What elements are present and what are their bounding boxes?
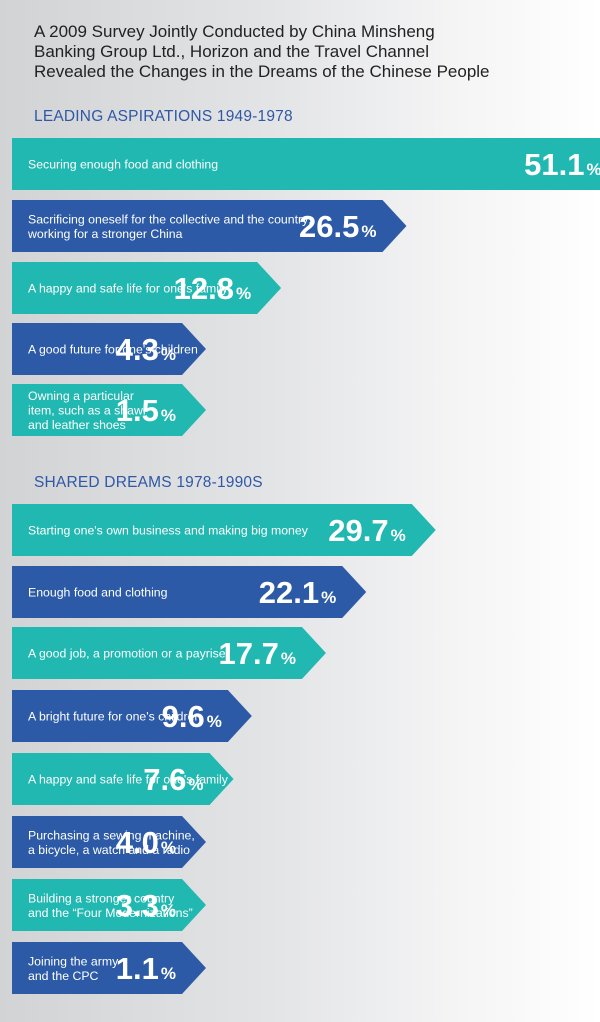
bar: [12, 879, 206, 931]
bar: [12, 138, 600, 190]
bar: [12, 942, 206, 994]
chart-section-1: Securing enough food and clothing 51.1% Sa…: [12, 138, 600, 436]
bar: [12, 262, 282, 314]
value-label: 22.1%: [259, 575, 336, 610]
value-number: 1.1: [116, 951, 159, 986]
category-label: A happy and safe life for one's family: [28, 282, 229, 296]
value-unit: %: [586, 160, 600, 179]
category-label: A happy and safe life for one's family: [28, 773, 229, 787]
value-unit: %: [161, 345, 176, 364]
value-unit: %: [161, 838, 176, 857]
bar: [12, 566, 367, 618]
value-number: 1.5: [116, 393, 159, 428]
value-unit: %: [161, 406, 176, 425]
value-number: 7.6: [143, 762, 186, 797]
category-label-line: item, such as a shawl: [28, 404, 146, 418]
category-label-line: A happy and safe life for one's family: [28, 282, 229, 296]
category-label-line: Building a stronger country: [28, 891, 175, 905]
category-label-line: Joining the army: [28, 954, 119, 968]
value-number: 17.7: [218, 636, 278, 671]
value-label: 4.3%: [116, 332, 176, 367]
bar: [12, 816, 206, 868]
category-label: Sacrificing oneself for the collective a…: [27, 212, 312, 241]
value-label: 12.8%: [174, 271, 251, 306]
value-label: 51.1%: [524, 147, 600, 182]
category-label-line: and the CPC: [28, 969, 99, 983]
bar: [12, 627, 326, 679]
bar: [12, 690, 252, 742]
value-unit: %: [281, 649, 296, 668]
value-unit: %: [236, 284, 251, 303]
value-number: 4.3: [116, 332, 159, 367]
bar: [12, 504, 436, 556]
category-label: A good future for one's children: [28, 343, 198, 357]
category-label: Starting one's own business and making b…: [28, 524, 309, 538]
title-line-1: A 2009 Survey Jointly Conducted by China…: [34, 22, 435, 41]
value-label: 7.6%: [143, 762, 203, 797]
category-label: A good job, a promotion or a payrise: [28, 647, 226, 661]
bar: [12, 753, 234, 805]
value-number: 51.1: [524, 147, 584, 182]
value-unit: %: [188, 775, 203, 794]
value-unit: %: [207, 712, 222, 731]
category-label-line: a bicycle, a watch and a radio: [28, 843, 190, 857]
category-label: Joining the army and the CPC: [28, 954, 119, 983]
category-label: Purchasing a sewing machine, a bicycle, a…: [28, 828, 195, 857]
value-number: 22.1: [259, 575, 319, 610]
bar: [12, 200, 407, 252]
section-title-shared-dreams: SHARED DREAMS 1978-1990S: [34, 474, 263, 491]
value-unit: %: [361, 222, 376, 241]
category-label-line: A bright future for one's children: [28, 710, 201, 724]
category-label: Owning a particular item, such as a shawl…: [28, 389, 146, 432]
value-label: 3.3%: [116, 888, 176, 923]
page-title: A 2009 Survey Jointly Conducted by China…: [34, 22, 574, 82]
value-number: 3.3: [116, 888, 159, 923]
category-label-line: Owning a particular: [28, 389, 134, 403]
title-line-2: Banking Group Ltd., Horizon and the Trav…: [34, 42, 430, 61]
category-label-line: Securing enough food and clothing: [28, 158, 218, 172]
value-number: 29.7: [328, 513, 388, 548]
bar: [12, 384, 206, 436]
category-label-line: A good job, a promotion or a payrise: [28, 647, 226, 661]
value-label: 29.7%: [328, 513, 405, 548]
value-label: 9.6%: [162, 699, 222, 734]
value-number: 26.5: [299, 209, 359, 244]
bar: [12, 323, 206, 375]
value-unit: %: [391, 526, 406, 545]
title-line-3: Revealed the Changes in the Dreams of th…: [34, 62, 490, 81]
value-label: 1.1%: [116, 951, 176, 986]
category-label: A bright future for one's children: [28, 710, 201, 724]
category-label: Building a stronger country and the “Four…: [28, 891, 193, 920]
category-label-line: Purchasing a sewing machine,: [28, 828, 195, 842]
value-label: 1.5%: [116, 393, 176, 428]
value-unit: %: [161, 964, 176, 983]
value-label: 26.5%: [299, 209, 376, 244]
value-number: 9.6: [162, 699, 205, 734]
category-label-line: Sacrificing oneself for the collective a…: [28, 212, 312, 226]
category-label-line: Starting one's own business and making b…: [28, 524, 309, 538]
chart-section-2: Starting one's own business and making b…: [12, 504, 436, 994]
value-number: 12.8: [174, 271, 234, 306]
category-label-line: A good future for one's children: [28, 343, 198, 357]
value-unit: %: [161, 901, 176, 920]
value-label: 4.0%: [116, 825, 176, 860]
category-label: Securing enough food and clothing: [28, 158, 218, 172]
value-unit: %: [321, 588, 336, 607]
section-title-leading-aspirations: LEADING ASPIRATIONS 1949-1978: [34, 108, 293, 125]
category-label-line: A happy and safe life for one's family: [28, 773, 229, 787]
category-label-line: Enough food and clothing: [28, 586, 168, 600]
category-label-line: working for a stronger China: [27, 227, 183, 241]
category-label: Enough food and clothing: [28, 586, 168, 600]
value-label: 17.7%: [218, 636, 295, 671]
category-label-line: and leather shoes: [28, 418, 126, 432]
category-label-line: and the “Four Modernizations”: [28, 906, 193, 920]
value-number: 4.0: [116, 825, 159, 860]
